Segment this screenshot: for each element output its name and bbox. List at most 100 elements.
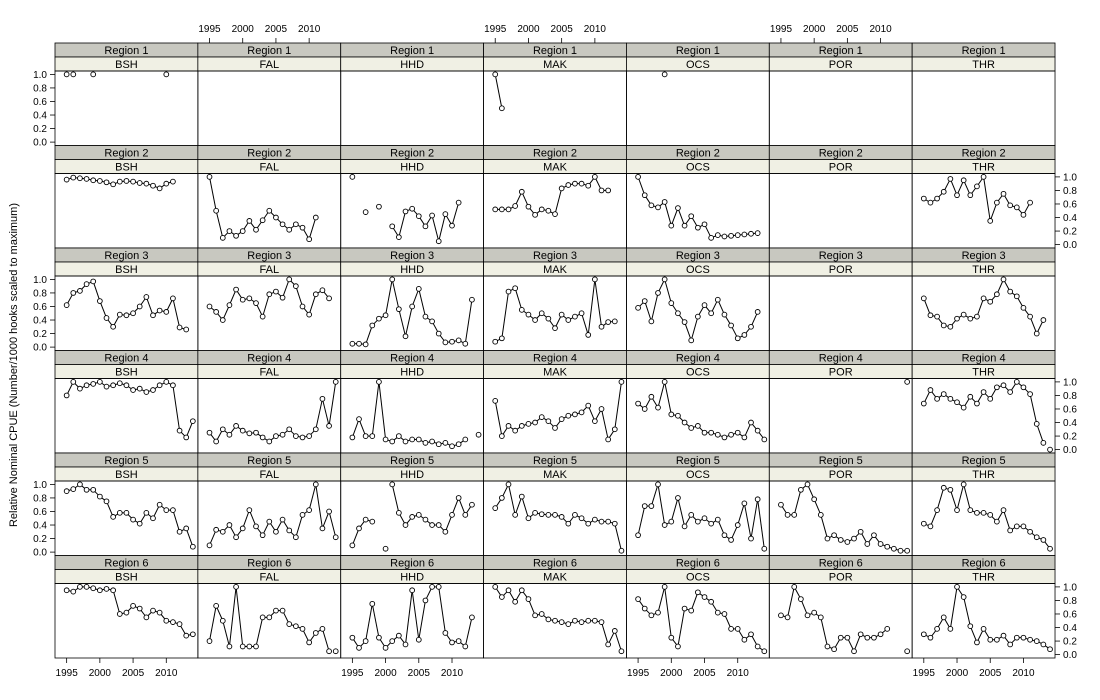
data-point-region-4-hhd <box>415 436 422 443</box>
data-point-region-5-ocs <box>675 495 681 501</box>
data-point-region-2-thr <box>960 177 967 184</box>
data-point-region-4-bsh <box>97 379 103 385</box>
strip-region-label-region-5-mak: Region 5 <box>533 455 577 467</box>
series-segment-region-5-ocs <box>650 484 659 507</box>
data-point-region-3-ocs <box>734 335 741 342</box>
data-point-region-4-hhd <box>462 436 469 443</box>
data-point-region-4-thr <box>947 395 954 402</box>
data-point-region-5-ocs <box>754 496 761 503</box>
data-point-region-6-mak <box>518 587 525 594</box>
data-point-region-3-mak <box>505 288 512 295</box>
series-segment-region-5-mak <box>614 523 622 551</box>
data-point-region-5-bsh <box>150 515 156 522</box>
panel-frame-region-3-ocs <box>626 275 770 351</box>
data-point-region-4-mak <box>538 414 545 420</box>
series-segment-region-6-fal <box>235 586 244 647</box>
data-point-region-6-hhd <box>349 634 356 641</box>
data-point-region-6-mak <box>592 617 598 624</box>
data-point-region-6-mak <box>538 611 545 617</box>
data-point-region-3-mak <box>592 276 598 283</box>
data-point-region-2-fal <box>233 232 239 239</box>
data-point-region-4-thr <box>994 384 1000 391</box>
data-point-region-2-ocs <box>695 224 701 231</box>
data-point-region-2-thr <box>1027 199 1033 206</box>
series-segment-region-5-bsh <box>172 509 181 532</box>
data-point-region-5-thr <box>1033 534 1040 541</box>
strip-region-label-region-2-bsh: Region 2 <box>104 148 148 160</box>
series-segment-region-6-por <box>820 617 828 647</box>
data-point-region-6-hhd <box>469 614 475 621</box>
series-segment-region-3-mak <box>514 288 523 311</box>
series-segment-region-2-ocs <box>637 176 646 196</box>
data-point-region-3-mak <box>532 317 538 323</box>
data-point-region-4-fal <box>299 434 306 441</box>
data-point-region-2-thr <box>1013 204 1020 211</box>
strip-region-label-region-6-thr: Region 6 <box>962 558 1006 570</box>
strip-region-label-region-3-ocs: Region 3 <box>676 250 720 262</box>
strip-region-label-region-2-por: Region 2 <box>819 148 863 160</box>
data-point-region-5-mak <box>505 481 512 488</box>
data-point-region-2-bsh <box>70 174 77 181</box>
data-point-region-6-fal <box>293 623 299 630</box>
strip-species-label-region-2-mak: MAK <box>543 162 568 174</box>
data-point-region-6-hhd <box>435 584 442 590</box>
data-point-region-6-hhd <box>455 638 462 644</box>
data-point-region-2-hhd <box>422 223 429 230</box>
data-point-region-3-thr <box>1033 330 1040 337</box>
data-point-region-6-thr <box>1000 632 1007 639</box>
data-point-region-4-thr <box>974 400 980 407</box>
series-segment-region-4-bsh <box>172 385 181 431</box>
series-segment-region-6-hhd <box>464 617 473 647</box>
data-point-region-3-mak <box>611 318 618 325</box>
panel-frame-region-5-bsh <box>54 480 199 556</box>
data-point-region-3-thr <box>1020 304 1027 311</box>
data-point-region-5-thr <box>987 512 994 518</box>
data-point-region-4-hhd <box>382 436 389 443</box>
data-point-region-5-thr <box>994 518 1000 525</box>
strip-species-label-region-3-por: POR <box>829 264 853 276</box>
data-point-region-5-hhd <box>369 518 376 525</box>
data-point-region-4-ocs <box>661 379 668 385</box>
data-point-region-5-mak <box>565 520 572 527</box>
strip-region-label-region-5-hhd: Region 5 <box>390 455 434 467</box>
series-segment-region-2-thr <box>983 176 991 221</box>
data-point-region-5-fal <box>239 525 246 532</box>
data-point-region-6-por <box>804 612 811 619</box>
data-point-region-4-hhd <box>369 433 376 439</box>
data-point-region-2-thr <box>927 199 934 206</box>
strip-region-label-region-3-fal: Region 3 <box>247 250 291 262</box>
data-point-region-4-mak <box>545 418 552 425</box>
data-point-region-5-mak <box>512 512 519 518</box>
data-point-region-5-por <box>837 537 844 543</box>
y-tick-label-right: 0.8 <box>1063 391 1077 402</box>
data-point-region-4-hhd <box>422 439 429 446</box>
data-point-region-6-mak <box>611 628 618 634</box>
data-point-region-5-ocs <box>728 537 734 543</box>
data-point-region-3-bsh <box>97 298 103 304</box>
data-point-region-4-bsh <box>176 427 183 434</box>
panel-frame-region-5-por <box>768 480 913 556</box>
panel-frame-region-2-por <box>768 173 913 249</box>
data-point-region-2-mak <box>545 207 552 214</box>
data-point-region-5-por <box>864 541 871 547</box>
series-segment-region-4-mak <box>614 381 622 430</box>
data-point-region-6-ocs <box>668 634 675 641</box>
series-segment-region-4-ocs <box>657 381 666 408</box>
data-point-region-3-bsh <box>116 311 123 318</box>
data-point-region-2-hhd <box>349 174 356 180</box>
series-segment-region-6-ocs <box>690 592 699 611</box>
data-point-region-4-ocs <box>701 429 708 436</box>
series-segment-region-4-bsh <box>185 420 194 438</box>
data-point-region-6-hhd <box>442 630 449 636</box>
data-point-region-4-hhd <box>362 433 369 439</box>
data-point-region-4-mak <box>592 418 598 425</box>
data-point-region-6-ocs <box>728 626 734 632</box>
data-point-region-6-ocs <box>681 605 688 612</box>
y-tick-label-left: 0.4 <box>33 521 47 532</box>
data-point-region-6-por <box>778 612 784 619</box>
strip-species-label-region-6-hhd: HHD <box>400 572 424 584</box>
data-point-region-2-bsh <box>163 180 170 187</box>
data-point-region-2-hhd <box>362 209 369 215</box>
data-point-region-3-thr <box>920 295 927 302</box>
data-point-region-5-por <box>798 486 804 493</box>
